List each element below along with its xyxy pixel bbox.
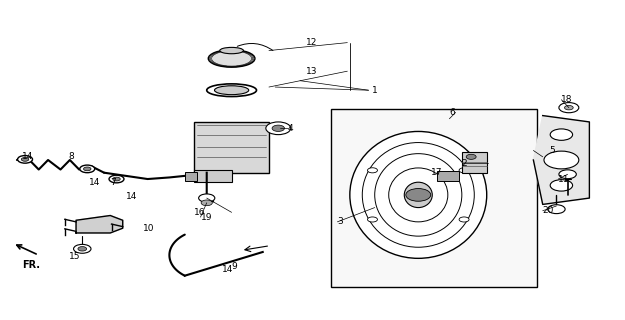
Circle shape	[544, 151, 579, 169]
Text: 18: 18	[561, 95, 573, 104]
Circle shape	[459, 168, 469, 173]
Text: 14: 14	[126, 192, 138, 201]
Circle shape	[368, 168, 378, 173]
Circle shape	[201, 200, 212, 206]
Text: 2: 2	[462, 159, 468, 168]
Circle shape	[406, 188, 431, 201]
Text: 11: 11	[558, 174, 570, 184]
Ellipse shape	[389, 168, 448, 222]
Circle shape	[550, 180, 572, 191]
Ellipse shape	[375, 154, 462, 236]
Circle shape	[112, 177, 120, 181]
Text: 14: 14	[22, 152, 33, 161]
Circle shape	[266, 122, 291, 135]
Text: 14: 14	[222, 265, 234, 274]
Bar	[462, 152, 487, 173]
Circle shape	[368, 217, 378, 222]
Ellipse shape	[207, 84, 256, 97]
Text: 5: 5	[549, 146, 555, 155]
Ellipse shape	[220, 47, 243, 54]
Text: 15: 15	[69, 252, 80, 261]
Text: 13: 13	[306, 67, 318, 76]
Text: 3: 3	[338, 217, 343, 226]
Circle shape	[550, 129, 572, 140]
Text: 1: 1	[372, 86, 378, 95]
Circle shape	[548, 205, 565, 214]
Circle shape	[564, 105, 573, 110]
Circle shape	[559, 170, 576, 179]
Circle shape	[84, 167, 91, 171]
Text: 10: 10	[143, 224, 155, 233]
Text: 7: 7	[110, 178, 116, 187]
Ellipse shape	[362, 142, 474, 247]
Circle shape	[559, 103, 579, 113]
Ellipse shape	[350, 132, 487, 258]
Text: 16: 16	[194, 208, 206, 217]
Ellipse shape	[404, 182, 432, 208]
Text: 17: 17	[431, 168, 442, 177]
Text: 20: 20	[542, 206, 554, 215]
Text: 19: 19	[201, 212, 212, 222]
Text: 9: 9	[232, 262, 238, 271]
Text: 8: 8	[69, 152, 74, 161]
Ellipse shape	[214, 86, 249, 95]
Circle shape	[21, 157, 29, 161]
Circle shape	[78, 247, 87, 251]
Polygon shape	[533, 116, 589, 204]
Circle shape	[74, 244, 91, 253]
Text: 4: 4	[288, 124, 293, 133]
Bar	[331, 109, 536, 287]
Text: 14: 14	[89, 178, 100, 187]
Text: FR.: FR.	[22, 260, 40, 270]
Polygon shape	[76, 215, 122, 233]
Text: 6: 6	[449, 108, 455, 117]
Circle shape	[80, 165, 95, 173]
Circle shape	[199, 194, 215, 202]
Circle shape	[109, 175, 124, 183]
Circle shape	[466, 154, 476, 159]
Circle shape	[18, 156, 32, 163]
Circle shape	[272, 125, 284, 132]
Bar	[194, 170, 232, 182]
Bar	[185, 172, 198, 180]
Text: 12: 12	[306, 38, 318, 47]
Bar	[194, 122, 269, 173]
Circle shape	[459, 217, 469, 222]
Ellipse shape	[208, 50, 255, 67]
Bar	[437, 171, 459, 180]
